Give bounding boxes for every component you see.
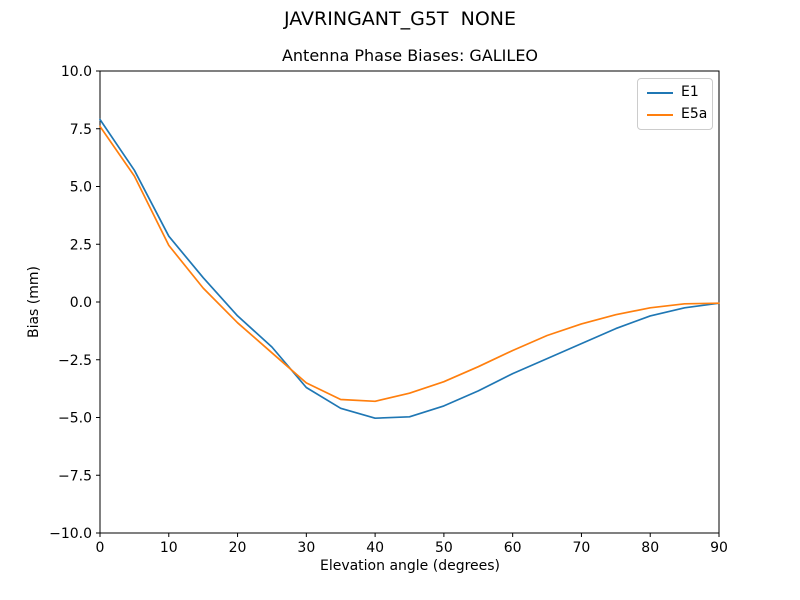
- y-tick-label: −10.0: [49, 526, 92, 542]
- legend-entry-e1: E1: [647, 84, 703, 101]
- x-tick-label: 10: [160, 540, 178, 556]
- x-tick-label: 0: [96, 540, 105, 556]
- y-tick-label: 10.0: [61, 64, 92, 80]
- axes-title: Antenna Phase Biases: GALILEO: [281, 46, 539, 65]
- x-tick-label: 80: [641, 540, 659, 556]
- y-axis-label: Bias (mm): [26, 265, 42, 339]
- x-axis-label: Elevation angle (degrees): [319, 558, 501, 574]
- legend-entry-e5a: E5a: [647, 106, 707, 123]
- x-tick-label: 50: [435, 540, 453, 556]
- x-tick-label: 20: [229, 540, 247, 556]
- e1-curve: [99, 118, 720, 420]
- y-tick-label: 2.5: [70, 237, 92, 253]
- legend-label-e1: E1: [681, 84, 699, 100]
- y-tick-label: −5.0: [58, 411, 92, 427]
- x-tick-label: 60: [504, 540, 522, 556]
- x-tick-label: 90: [710, 540, 728, 556]
- legend: E1 E5a: [637, 78, 713, 130]
- y-tick-label: 7.5: [70, 122, 92, 138]
- y-tick-label: 0.0: [70, 295, 92, 311]
- e5a-line-swatch: [647, 113, 673, 116]
- axes-frame: [99, 70, 720, 534]
- x-tick-label: 70: [573, 540, 591, 556]
- y-tick-label: −7.5: [58, 468, 92, 484]
- x-tick-label: 40: [366, 540, 384, 556]
- e1-line-swatch: [647, 91, 673, 94]
- y-tick-label: 5.0: [70, 180, 92, 196]
- figure-suptitle: JAVRINGANT_G5T NONE: [284, 8, 516, 30]
- x-tick-label: 30: [297, 540, 315, 556]
- y-tick-label: −2.5: [58, 353, 92, 369]
- e5a-curve: [99, 125, 720, 403]
- legend-label-e5a: E5a: [681, 106, 708, 122]
